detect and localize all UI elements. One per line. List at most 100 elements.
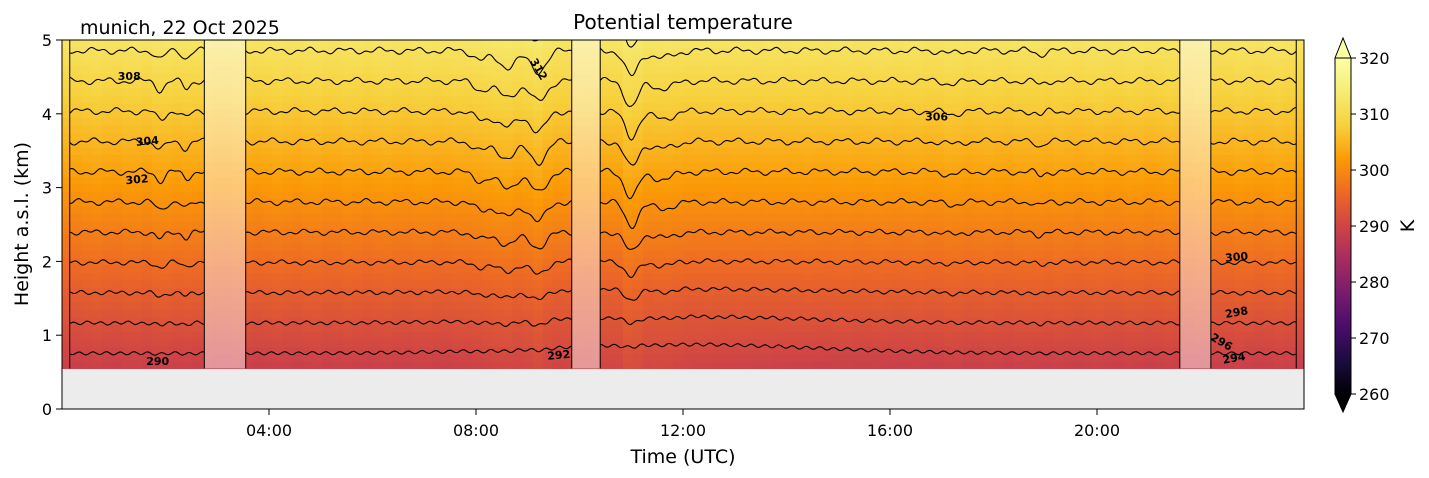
field-cell [412, 191, 424, 200]
field-cell [412, 73, 424, 82]
field-cell [632, 110, 644, 119]
field-cell [102, 51, 113, 60]
field-cell [582, 206, 594, 215]
field-cell [903, 87, 914, 96]
field-cell [873, 235, 884, 244]
field-cell [572, 117, 584, 126]
field-cell [1093, 102, 1105, 111]
field-cell [362, 213, 374, 222]
field-cell [923, 206, 935, 215]
field-cell [1153, 257, 1165, 266]
field-cell [352, 65, 364, 74]
field-cell [222, 80, 233, 89]
field-cell [342, 353, 354, 362]
field-cell [763, 279, 774, 288]
field-cell [713, 161, 724, 170]
field-cell [773, 316, 784, 325]
field-cell [813, 301, 824, 310]
field-cell [172, 228, 183, 237]
field-cell [973, 117, 985, 126]
field-cell [402, 73, 414, 82]
field-cell [252, 220, 263, 229]
field-cell [302, 51, 314, 60]
field-cell [142, 235, 153, 244]
field-cell [242, 198, 253, 207]
field-cell [322, 124, 334, 133]
field-cell [1123, 161, 1135, 170]
field-cell [292, 80, 303, 89]
field-cell [382, 169, 394, 178]
field-cell [122, 40, 133, 48]
field-cell [212, 80, 223, 89]
field-cell [1133, 206, 1145, 215]
field-cell [122, 198, 133, 207]
field-cell [1103, 272, 1115, 281]
field-cell [642, 198, 654, 207]
field-cell [672, 51, 684, 60]
field-cell [382, 183, 394, 192]
field-cell [102, 132, 113, 141]
field-cell [612, 40, 624, 48]
field-cell [803, 235, 814, 244]
field-cell [983, 309, 995, 318]
field-cell [652, 87, 664, 96]
field-cell [1173, 361, 1185, 370]
field-cell [903, 191, 914, 200]
field-cell [302, 272, 314, 281]
field-cell [212, 324, 223, 333]
field-cell [432, 40, 444, 48]
field-cell [592, 353, 604, 362]
field-cell [82, 213, 93, 222]
field-cell [362, 176, 374, 185]
field-cell [713, 257, 724, 266]
field-cell [472, 206, 484, 215]
field-cell [252, 80, 263, 89]
field-cell [562, 294, 574, 303]
field-cell [1003, 198, 1015, 207]
field-cell [883, 316, 894, 325]
field-cell [462, 361, 474, 370]
field-cell [983, 301, 995, 310]
field-cell [502, 265, 514, 274]
field-cell [152, 287, 163, 296]
field-cell [112, 80, 123, 89]
field-cell [432, 191, 444, 200]
field-cell [362, 147, 374, 155]
field-cell [302, 176, 314, 185]
field-cell [462, 206, 474, 215]
field-cell [1083, 338, 1095, 347]
field-cell [572, 316, 584, 325]
field-cell [933, 95, 945, 104]
field-cell [672, 309, 684, 318]
field-cell [522, 265, 534, 274]
field-cell [743, 294, 754, 303]
field-cell [612, 250, 624, 259]
field-cell [462, 265, 474, 274]
field-cell [332, 324, 344, 333]
field-cell [422, 51, 434, 60]
field-cell [412, 132, 424, 141]
field-cell [793, 191, 804, 200]
field-cell [612, 206, 624, 215]
field-cell [342, 154, 354, 163]
field-cell [1133, 154, 1145, 163]
field-cell [392, 183, 404, 192]
field-cell [382, 213, 394, 222]
field-cell [82, 80, 93, 89]
field-cell [612, 65, 624, 74]
field-cell [863, 324, 874, 333]
field-cell [142, 198, 153, 207]
field-cell [642, 346, 654, 355]
field-cell [953, 40, 965, 48]
field-cell [142, 206, 153, 215]
field-cell [783, 228, 794, 237]
field-cell [322, 117, 334, 126]
field-cell [502, 213, 514, 222]
field-cell [92, 301, 103, 310]
field-cell [102, 65, 113, 74]
field-cell [953, 250, 965, 259]
field-cell [652, 338, 664, 347]
field-cell [542, 294, 554, 303]
field-cell [1073, 80, 1085, 89]
field-cell [1063, 309, 1075, 318]
